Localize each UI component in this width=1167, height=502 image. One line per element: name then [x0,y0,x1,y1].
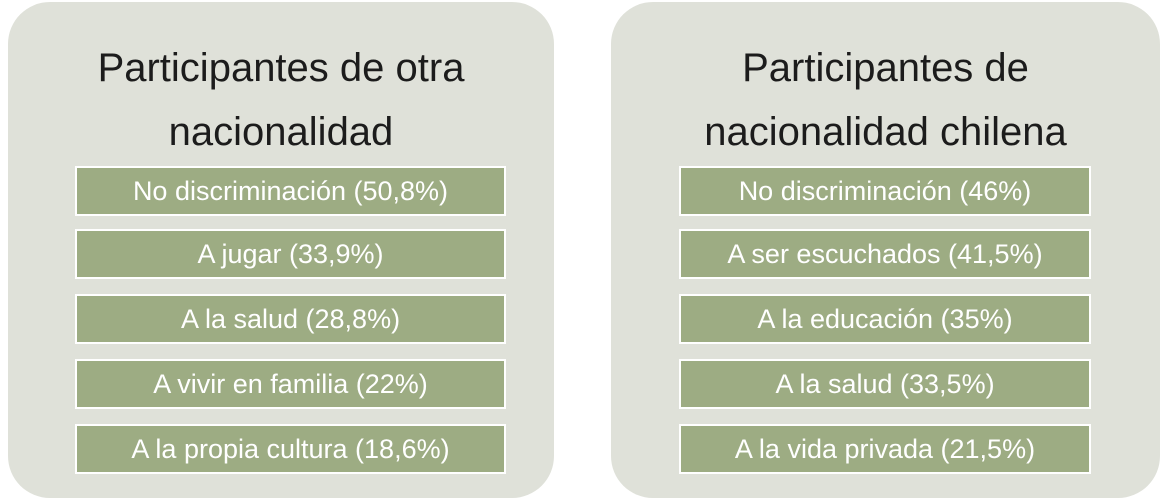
item-box: A la salud (28,8%) [75,294,506,344]
item-box: A jugar (33,9%) [75,229,506,279]
item-box: A vivir en familia (22%) [75,359,506,409]
item-box: A la educación (35%) [679,294,1091,344]
panel: Participantes de nacionalidad chilena No d… [611,2,1160,498]
item-box: A la propia cultura (18,6%) [75,424,506,474]
title-line: nacionalidad [168,110,394,154]
item-box: No discriminación (50,8%) [75,166,506,216]
item-box: A la salud (33,5%) [679,359,1091,409]
panel: Participantes de otra nacionalidad No disc… [8,2,554,498]
title-line: nacionalidad chilena [704,110,1067,154]
item-box: No discriminación (46%) [679,166,1091,216]
item-box: A ser escuchados (41,5%) [679,229,1091,279]
panel-title: Participantes de nacionalidad chilena [611,36,1160,164]
panel-title: Participantes de otra nacionalidad [8,36,554,164]
title-line: Participantes de otra [97,46,465,90]
item-box: A la vida privada (21,5%) [679,424,1091,474]
title-line: Participantes de [742,46,1029,90]
